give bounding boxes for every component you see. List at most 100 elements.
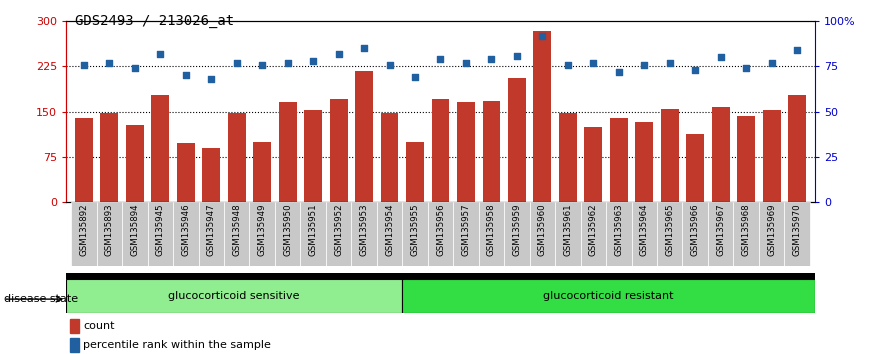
Text: GSM135951: GSM135951 (308, 204, 318, 256)
Text: percentile rank within the sample: percentile rank within the sample (83, 341, 270, 350)
Point (408, 74, 422, 80)
Point (637, 62, 651, 67)
Point (510, 53, 524, 58)
Text: GSM135970: GSM135970 (793, 204, 802, 256)
Bar (559, 113, 577, 202)
Bar (504, 202, 529, 266)
Text: GSM135968: GSM135968 (742, 204, 751, 256)
Bar (249, 202, 275, 266)
Bar (70, 338, 79, 352)
Point (586, 60, 600, 65)
Bar (326, 202, 352, 266)
Bar (428, 202, 453, 266)
Bar (75, 118, 93, 202)
Text: GSM135893: GSM135893 (105, 204, 114, 256)
Bar (759, 202, 784, 266)
Point (102, 60, 116, 65)
Bar (126, 125, 144, 202)
Bar (355, 70, 373, 202)
Bar (584, 127, 603, 202)
Bar (712, 107, 729, 202)
Point (281, 60, 295, 65)
Point (739, 65, 753, 71)
Bar (66, 273, 815, 279)
Bar (483, 101, 500, 202)
Bar (71, 202, 97, 266)
Bar (97, 202, 122, 266)
Text: GSM135947: GSM135947 (207, 204, 216, 256)
Point (204, 76, 218, 82)
Text: GSM135958: GSM135958 (487, 204, 496, 256)
Point (179, 73, 193, 78)
Point (128, 65, 142, 71)
Bar (632, 202, 657, 266)
Bar (610, 118, 627, 202)
Text: GSM135948: GSM135948 (233, 204, 241, 256)
Point (611, 69, 626, 75)
Bar (686, 134, 704, 202)
Text: GSM135946: GSM135946 (181, 204, 190, 256)
Bar (329, 99, 347, 202)
Text: GSM135966: GSM135966 (691, 204, 700, 256)
Point (230, 60, 244, 65)
Text: disease state: disease state (4, 294, 78, 304)
Text: GSM135949: GSM135949 (258, 204, 267, 256)
Text: GSM135967: GSM135967 (716, 204, 725, 256)
Point (561, 62, 575, 67)
Text: GSM135963: GSM135963 (614, 204, 623, 256)
Point (306, 58, 320, 64)
Bar (683, 202, 708, 266)
Text: GSM135965: GSM135965 (665, 204, 674, 256)
Text: GSM135950: GSM135950 (283, 204, 292, 256)
Bar (122, 202, 148, 266)
Bar (254, 142, 271, 202)
Text: count: count (83, 321, 115, 331)
Bar (635, 122, 653, 202)
Bar (66, 279, 402, 313)
Bar (402, 279, 815, 313)
Text: glucocorticoid sensitive: glucocorticoid sensitive (168, 291, 300, 301)
Text: GSM135952: GSM135952 (334, 204, 343, 256)
Point (255, 62, 270, 67)
Point (536, 33, 550, 39)
Bar (784, 202, 810, 266)
Bar (534, 32, 552, 202)
Text: GSM135945: GSM135945 (156, 204, 165, 256)
Bar (457, 103, 475, 202)
Point (663, 60, 677, 65)
Point (714, 55, 728, 60)
Point (331, 51, 345, 57)
Bar (508, 79, 526, 202)
Point (77, 62, 91, 67)
Bar (152, 95, 169, 202)
Text: GSM135957: GSM135957 (462, 204, 470, 256)
Text: GDS2493 / 213026_at: GDS2493 / 213026_at (75, 14, 234, 28)
Bar (478, 202, 504, 266)
Bar (529, 202, 555, 266)
Bar (763, 110, 781, 202)
Text: GSM135892: GSM135892 (79, 204, 88, 256)
Text: GSM135954: GSM135954 (385, 204, 394, 256)
Text: GSM135964: GSM135964 (640, 204, 648, 256)
Bar (606, 202, 632, 266)
Bar (100, 113, 118, 202)
Bar (275, 202, 300, 266)
Bar (381, 113, 398, 202)
Bar (406, 142, 424, 202)
Point (688, 67, 702, 73)
Bar (203, 148, 220, 202)
Bar (198, 202, 224, 266)
Bar (177, 143, 195, 202)
Text: GSM135894: GSM135894 (130, 204, 139, 256)
Bar (70, 319, 79, 333)
Point (485, 56, 499, 62)
Point (790, 47, 804, 53)
Point (357, 46, 371, 51)
Bar (555, 202, 581, 266)
Bar (228, 113, 246, 202)
Bar (352, 202, 377, 266)
Bar (304, 110, 322, 202)
Bar (733, 202, 759, 266)
Bar (661, 108, 678, 202)
Point (153, 51, 167, 57)
